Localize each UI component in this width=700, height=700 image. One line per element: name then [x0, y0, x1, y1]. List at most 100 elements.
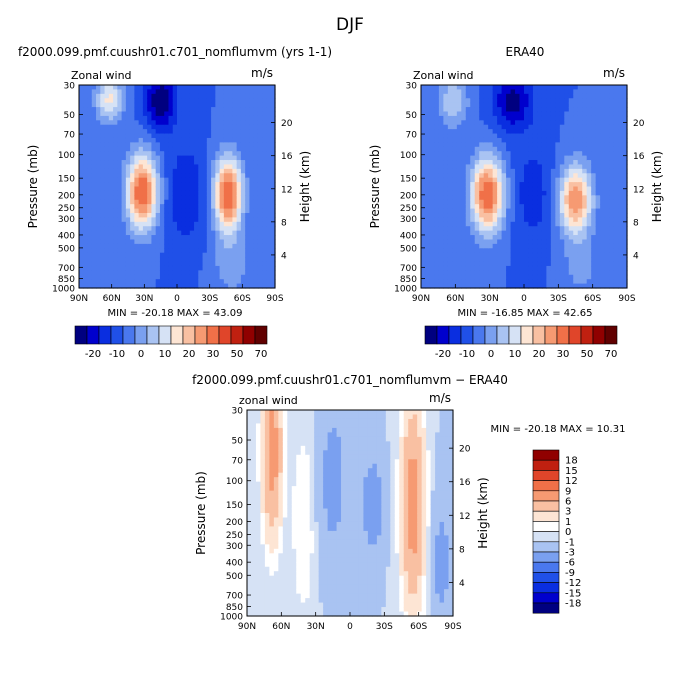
field-cell	[255, 410, 262, 416]
field-cell	[524, 230, 530, 236]
field-cell	[266, 221, 272, 227]
field-cell	[108, 208, 114, 214]
field-cell	[537, 146, 543, 152]
field-cell	[223, 120, 229, 126]
field-cell	[555, 173, 561, 179]
field-cell	[519, 93, 525, 99]
field-cell	[113, 107, 118, 113]
field-cell	[434, 252, 440, 258]
field-cell	[510, 195, 516, 201]
field-cell	[240, 274, 246, 280]
field-cell	[83, 142, 89, 148]
field-cell	[541, 133, 547, 139]
field-cell	[264, 562, 270, 568]
field-cell	[278, 593, 284, 599]
field-cell	[443, 85, 449, 91]
field-cell	[260, 566, 266, 572]
field-cell	[591, 173, 597, 179]
field-cell	[291, 602, 297, 608]
field-cell	[532, 274, 539, 280]
field-cell	[287, 432, 293, 438]
field-cell	[555, 142, 561, 148]
field-cell	[249, 133, 255, 139]
field-cell	[609, 274, 615, 280]
field-cell	[206, 89, 212, 95]
field-cell	[142, 89, 148, 95]
field-cell	[591, 182, 597, 188]
field-cell	[506, 164, 512, 170]
field-cell	[125, 111, 131, 117]
field-cell	[91, 111, 97, 117]
field-cell	[151, 120, 157, 126]
field-cell	[421, 168, 427, 174]
field-cell	[577, 248, 583, 254]
field-cell	[155, 243, 161, 249]
field-cell	[142, 195, 148, 201]
field-cell	[138, 151, 144, 157]
field-cell	[577, 102, 583, 108]
field-cell	[253, 85, 259, 91]
field-cell	[91, 230, 97, 236]
field-cell	[198, 173, 204, 179]
field-cell	[524, 226, 530, 232]
field-cell	[260, 607, 266, 613]
field-cell	[461, 257, 467, 263]
field-cell	[613, 195, 619, 201]
field-cell	[245, 217, 251, 223]
field-cell	[568, 146, 574, 152]
field-cell	[470, 186, 476, 192]
field-cell	[164, 182, 170, 188]
field-cell	[461, 212, 467, 218]
field-cell	[121, 93, 127, 99]
field-cell	[138, 115, 144, 121]
field-cell	[228, 151, 233, 157]
field-cell	[168, 173, 174, 179]
field-cell	[219, 85, 225, 91]
field-cell	[546, 217, 552, 223]
field-cell	[497, 274, 503, 280]
field-cell	[537, 279, 543, 285]
field-cell	[172, 261, 178, 267]
field-cell	[609, 186, 615, 192]
field-cell	[550, 168, 556, 174]
field-cell	[443, 155, 449, 161]
field-cell	[479, 124, 485, 130]
field-cell	[91, 217, 97, 223]
field-cell	[296, 450, 302, 456]
field-cell	[532, 261, 539, 267]
field-cell	[155, 279, 161, 285]
field-cell	[142, 111, 148, 117]
field-cell	[573, 217, 579, 223]
field-cell	[429, 186, 436, 192]
field-cell	[465, 204, 471, 210]
field-cell	[260, 521, 266, 528]
field-cell	[591, 146, 597, 152]
field-cell	[91, 221, 97, 227]
field-cell	[425, 230, 431, 236]
field-cell	[219, 186, 225, 192]
field-cell	[609, 111, 615, 117]
field-cell	[474, 252, 480, 258]
field-cell	[273, 566, 279, 572]
field-cell	[245, 239, 251, 245]
field-cell	[151, 177, 157, 183]
field-cell	[202, 129, 208, 135]
field-cell	[202, 239, 208, 245]
field-cell	[232, 235, 238, 241]
field-cell	[443, 177, 449, 183]
field-cell	[532, 195, 539, 201]
field-cell	[273, 508, 279, 514]
field-cell	[181, 115, 187, 121]
field-cell	[555, 270, 561, 276]
field-cell	[573, 226, 579, 232]
field-cell	[138, 283, 144, 289]
field-cell	[291, 539, 297, 545]
field-cell	[300, 593, 306, 599]
field-cell	[260, 459, 266, 465]
field-cell	[595, 230, 601, 236]
field-cell	[87, 208, 93, 214]
field-cell	[524, 235, 530, 241]
field-cell	[138, 243, 144, 249]
field-cell	[264, 410, 270, 416]
field-cell	[125, 190, 131, 196]
